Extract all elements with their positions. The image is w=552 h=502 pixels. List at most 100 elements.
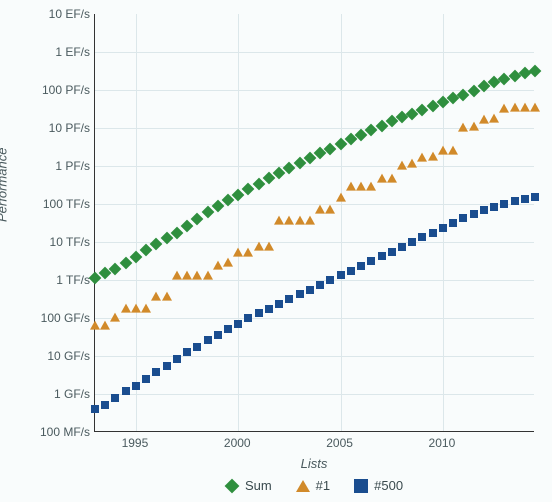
marker-500 xyxy=(388,248,396,256)
marker-500 xyxy=(163,362,171,370)
marker-500 xyxy=(306,286,314,294)
marker-1 xyxy=(397,161,407,170)
y-tick-label: 1 PF/s xyxy=(10,159,90,173)
marker-500 xyxy=(234,320,242,328)
marker-500 xyxy=(500,200,508,208)
marker-500 xyxy=(152,368,160,376)
marker-500 xyxy=(326,276,334,284)
marker-Sum xyxy=(191,213,204,226)
marker-500 xyxy=(224,325,232,333)
marker-1 xyxy=(213,260,223,269)
marker-500 xyxy=(101,401,109,409)
marker-500 xyxy=(214,331,222,339)
marker-1 xyxy=(172,271,182,280)
y-tick-label: 100 TF/s xyxy=(10,197,90,211)
x-tick-label: 2010 xyxy=(429,436,456,450)
marker-Sum xyxy=(181,219,194,232)
y-tick-label: 10 TF/s xyxy=(10,235,90,249)
marker-500 xyxy=(429,229,437,237)
x-tick-label: 2000 xyxy=(224,436,251,450)
marker-500 xyxy=(357,262,365,270)
marker-500 xyxy=(285,295,293,303)
marker-Sum xyxy=(201,206,214,219)
marker-1 xyxy=(141,304,151,313)
marker-1 xyxy=(284,216,294,225)
marker-1 xyxy=(325,204,335,213)
y-tick-label: 1 GF/s xyxy=(10,387,90,401)
legend-label: Sum xyxy=(245,478,272,493)
marker-500 xyxy=(244,314,252,322)
marker-500 xyxy=(521,195,529,203)
marker-1 xyxy=(336,193,346,202)
gridline-h xyxy=(95,318,534,319)
marker-500 xyxy=(408,238,416,246)
marker-500 xyxy=(275,300,283,308)
gridline-h xyxy=(95,280,534,281)
gridline-h xyxy=(95,166,534,167)
marker-500 xyxy=(480,206,488,214)
marker-1 xyxy=(489,113,499,122)
marker-1 xyxy=(264,241,274,250)
legend-item: Sum xyxy=(225,478,272,493)
marker-500 xyxy=(316,281,324,289)
marker-1 xyxy=(346,181,356,190)
legend-item: #500 xyxy=(354,478,403,493)
legend-label: #1 xyxy=(316,478,330,493)
marker-1 xyxy=(387,174,397,183)
y-tick-label: 10 EF/s xyxy=(10,7,90,21)
marker-1 xyxy=(162,292,172,301)
legend-swatch-triangle xyxy=(296,480,310,492)
marker-500 xyxy=(398,243,406,251)
marker-1 xyxy=(417,153,427,162)
marker-1 xyxy=(315,204,325,213)
marker-500 xyxy=(449,219,457,227)
marker-500 xyxy=(337,271,345,279)
marker-1 xyxy=(356,181,366,190)
y-tick-label: 1 TF/s xyxy=(10,273,90,287)
marker-500 xyxy=(132,382,140,390)
marker-500 xyxy=(265,305,273,313)
marker-500 xyxy=(459,214,467,222)
gridline-h xyxy=(95,52,534,53)
marker-1 xyxy=(182,271,192,280)
marker-1 xyxy=(377,174,387,183)
x-axis-title: Lists xyxy=(94,456,534,471)
gridline-h xyxy=(95,394,534,395)
marker-1 xyxy=(121,304,131,313)
marker-1 xyxy=(243,248,253,257)
marker-500 xyxy=(439,224,447,232)
marker-Sum xyxy=(150,238,163,251)
y-tick-label: 100 MF/s xyxy=(10,425,90,439)
marker-1 xyxy=(223,257,233,266)
gridline-v xyxy=(136,14,137,431)
y-tick-label: 1 EF/s xyxy=(10,45,90,59)
marker-1 xyxy=(530,102,540,111)
y-tick-label: 100 PF/s xyxy=(10,83,90,97)
y-tick-label: 10 PF/s xyxy=(10,121,90,135)
marker-500 xyxy=(183,348,191,356)
marker-1 xyxy=(458,123,468,132)
marker-1 xyxy=(428,151,438,160)
marker-1 xyxy=(100,320,110,329)
marker-1 xyxy=(254,241,264,250)
marker-500 xyxy=(142,375,150,383)
gridline-v xyxy=(238,14,239,431)
marker-500 xyxy=(193,343,201,351)
marker-500 xyxy=(531,193,539,201)
legend-label: #500 xyxy=(374,478,403,493)
x-tick-label: 2005 xyxy=(326,436,353,450)
legend: Sum #1 #500 xyxy=(94,478,534,493)
marker-1 xyxy=(274,216,284,225)
marker-500 xyxy=(367,257,375,265)
marker-500 xyxy=(173,355,181,363)
x-tick-label: 1995 xyxy=(122,436,149,450)
marker-500 xyxy=(296,290,304,298)
marker-500 xyxy=(255,309,263,317)
marker-500 xyxy=(418,233,426,241)
marker-1 xyxy=(110,313,120,322)
marker-1 xyxy=(203,271,213,280)
marker-1 xyxy=(366,181,376,190)
marker-1 xyxy=(131,304,141,313)
marker-500 xyxy=(511,197,519,205)
marker-1 xyxy=(438,145,448,154)
